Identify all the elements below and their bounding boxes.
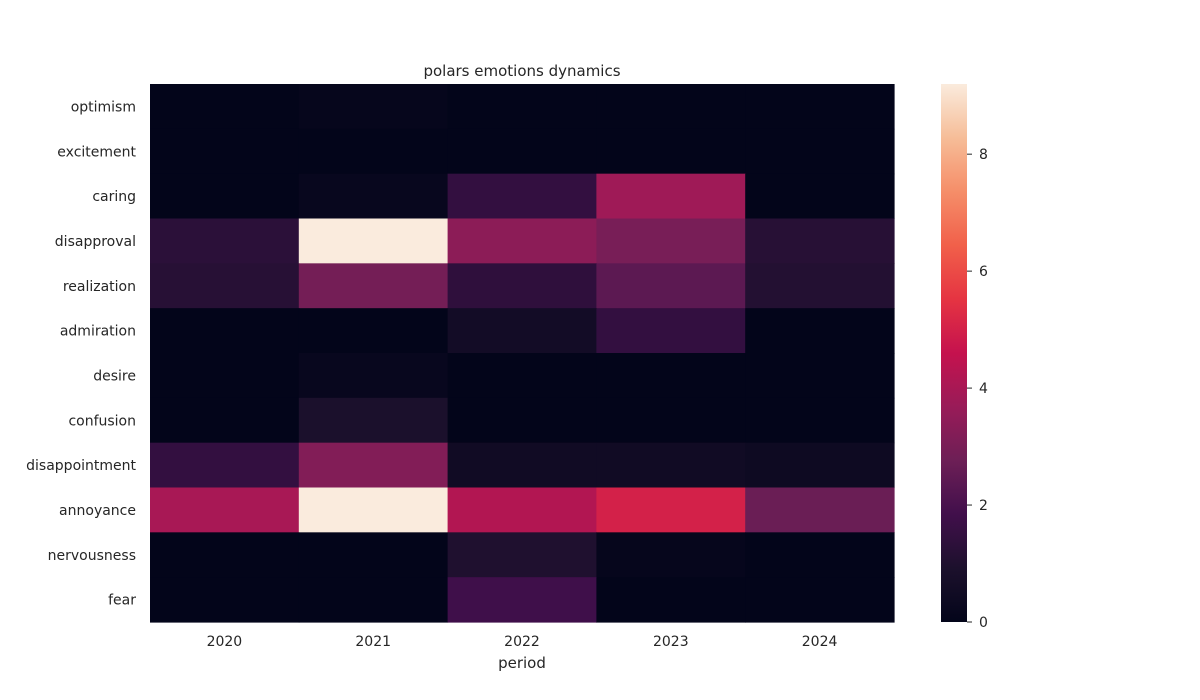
heatmap-cell (298, 218, 449, 264)
y-tick-label: caring (92, 189, 136, 205)
y-tick-label: disapproval (55, 234, 136, 250)
heatmap-cell (745, 218, 895, 264)
heatmap-cell (596, 173, 746, 220)
heatmap-cell (298, 128, 449, 175)
heatmap-cell (150, 308, 300, 354)
x-axis-title: period (498, 654, 546, 672)
heatmap-cell (596, 397, 746, 444)
heatmap-cells (150, 84, 895, 623)
y-tick-label: confusion (68, 413, 136, 429)
heatmap-cell (298, 487, 449, 533)
heatmap-cell (745, 532, 895, 578)
heatmap-cell (150, 173, 300, 220)
heatmap-cell (745, 128, 895, 175)
heatmap-cell (745, 308, 895, 354)
colorbar-ticks: 0 2 4 6 8 (967, 147, 988, 631)
heatmap-cell (150, 442, 300, 489)
colorbar-tick-label: 2 (979, 498, 988, 514)
heatmap-cell (447, 263, 597, 309)
heatmap-cell (447, 173, 597, 220)
heatmap-cell (447, 308, 597, 354)
heatmap-cell (745, 442, 895, 489)
heatmap-cell (150, 263, 300, 309)
heatmap-cell (298, 532, 449, 578)
heatmap-cell (745, 353, 895, 399)
y-tick-label: optimism (71, 99, 136, 115)
x-tick-label: 2020 (207, 634, 243, 650)
heatmap-cell (596, 128, 746, 175)
heatmap-cell (150, 84, 300, 130)
heatmap-cell (745, 487, 895, 533)
y-tick-label: fear (108, 593, 136, 609)
heatmap-cell (447, 487, 597, 533)
y-tick-label: desire (93, 368, 136, 384)
y-tick-label: realization (63, 279, 136, 295)
heatmap-cell (150, 128, 300, 175)
x-tick-label: 2024 (802, 634, 838, 650)
heatmap-cell (596, 308, 746, 354)
y-tick-label: annoyance (59, 503, 136, 519)
heatmap-cell (447, 128, 597, 175)
x-axis-tick-labels: 2020 2021 2022 2023 2024 (207, 634, 838, 650)
heatmap-cell (745, 173, 895, 220)
heatmap-cell (745, 263, 895, 309)
heatmap-cell (596, 353, 746, 399)
y-tick-label: excitement (57, 144, 136, 160)
y-tick-label: disappointment (26, 458, 136, 474)
heatmap-cell (150, 353, 300, 399)
chart-title: polars emotions dynamics (423, 62, 620, 80)
heatmap-cell (298, 577, 449, 623)
heatmap-cell (298, 84, 449, 130)
heatmap-cell (298, 442, 449, 489)
heatmap-cell (447, 353, 597, 399)
heatmap-cell (447, 218, 597, 264)
heatmap-cell (298, 308, 449, 354)
heatmap-cell (447, 442, 597, 489)
heatmap-cell (150, 577, 300, 623)
heatmap-cell (596, 487, 746, 533)
heatmap-cell (298, 397, 449, 444)
heatmap-cell (150, 487, 300, 533)
colorbar-tick-label: 4 (979, 381, 988, 397)
heatmap-cell (596, 263, 746, 309)
heatmap-cell (745, 577, 895, 623)
heatmap-cell (596, 84, 746, 130)
y-tick-label: nervousness (48, 548, 136, 564)
heatmap-cell (150, 532, 300, 578)
heatmap-cell (745, 397, 895, 444)
heatmap-cell (298, 263, 449, 309)
colorbar-tick-label: 6 (979, 264, 988, 280)
colorbar-tick-label: 8 (979, 147, 988, 163)
heatmap-cell (298, 353, 449, 399)
y-axis-tick-labels: optimism excitement caring disapproval reali… (26, 99, 136, 608)
colorbar-tick-label: 0 (979, 615, 988, 631)
heatmap-cell (447, 532, 597, 578)
x-tick-label: 2023 (653, 634, 689, 650)
heatmap-cell (298, 173, 449, 220)
heatmap-cell (447, 577, 597, 623)
heatmap-cell (745, 84, 895, 130)
heatmap-cell (596, 218, 746, 264)
heatmap-cell (596, 532, 746, 578)
heatmap-cell (150, 218, 300, 264)
heatmap-cell (150, 397, 300, 444)
heatmap-cell (447, 84, 597, 130)
heatmap-cell (596, 442, 746, 489)
y-tick-label: admiration (60, 324, 136, 340)
heatmap-cell (447, 397, 597, 444)
x-tick-label: 2021 (355, 634, 391, 650)
colorbar (941, 84, 967, 622)
heatmap-cell (596, 577, 746, 623)
x-tick-label: 2022 (504, 634, 540, 650)
